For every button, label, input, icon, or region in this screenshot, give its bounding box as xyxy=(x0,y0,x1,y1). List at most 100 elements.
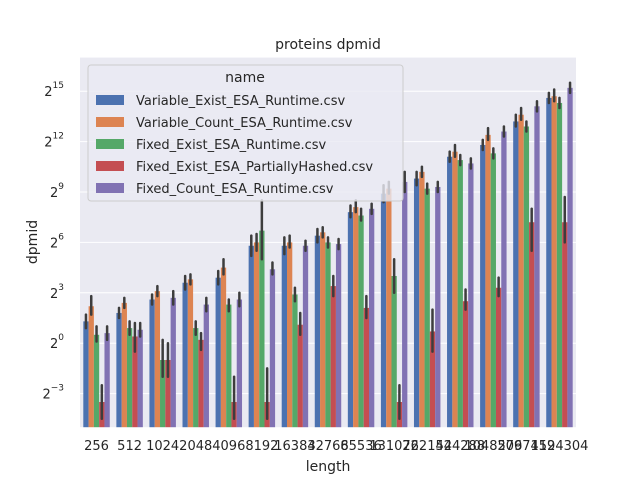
x-tick-label: 512 xyxy=(117,439,142,454)
x-tick-label: 131072 xyxy=(369,439,419,454)
y-tick-exponent: 15 xyxy=(53,81,64,91)
y-tick-base: 2 xyxy=(50,186,58,201)
y-tick-label: 23 xyxy=(50,283,64,302)
bar xyxy=(556,102,563,428)
bar xyxy=(369,208,375,428)
bar xyxy=(121,302,127,428)
bar xyxy=(435,186,441,428)
y-tick-base: 2 xyxy=(50,287,58,302)
bar xyxy=(490,153,496,428)
bar xyxy=(170,297,176,428)
x-tick-label: 65536 xyxy=(340,439,381,454)
x-tick-label: 4194304 xyxy=(531,439,589,454)
y-tick-base: 2 xyxy=(42,388,50,403)
y-tick-exponent: 0 xyxy=(58,333,64,343)
legend-swatch xyxy=(96,95,124,105)
bar xyxy=(182,282,188,428)
bar xyxy=(358,215,364,428)
y-tick-exponent: 3 xyxy=(58,283,64,293)
y-tick-label: 2−3 xyxy=(42,384,64,403)
bar xyxy=(132,336,138,428)
bar xyxy=(292,294,298,428)
error-bars xyxy=(84,81,572,421)
y-tick-label: 212 xyxy=(44,132,64,151)
legend: name Variable_Exist_ESA_Runtime.csvVaria… xyxy=(87,64,404,202)
bar xyxy=(93,334,100,428)
bar xyxy=(501,131,507,428)
y-tick-label: 29 xyxy=(50,182,64,201)
y-axis-label: dpmid xyxy=(25,220,41,264)
bar xyxy=(391,276,397,428)
y-tick-base: 2 xyxy=(44,136,52,151)
x-tick-label: 1048576 xyxy=(464,439,522,454)
bar xyxy=(83,321,89,428)
bar xyxy=(529,222,535,428)
x-tick-label: 1024 xyxy=(146,439,179,454)
y-tick-exponent: 9 xyxy=(58,182,64,192)
x-tick-label: 8192 xyxy=(245,439,278,454)
y-tick-base: 2 xyxy=(50,337,58,352)
bar xyxy=(567,87,573,428)
bar xyxy=(286,242,293,428)
bar xyxy=(104,333,110,428)
bar xyxy=(154,291,161,428)
bar xyxy=(297,324,303,428)
legend-items: Variable_Exist_ESA_Runtime.csv Variable_C… xyxy=(96,94,373,197)
bar xyxy=(380,193,387,428)
y-tick-exponent: 12 xyxy=(53,132,64,142)
bar xyxy=(457,160,463,428)
bar xyxy=(335,244,342,428)
bar xyxy=(281,245,287,428)
bar xyxy=(523,126,530,428)
x-tick-label: 32768 xyxy=(307,439,348,454)
bar xyxy=(363,307,370,428)
bar xyxy=(187,279,194,428)
legend-title: name xyxy=(225,70,265,86)
bar xyxy=(424,188,430,428)
legend-swatch xyxy=(96,161,124,171)
bar xyxy=(88,306,94,428)
bar xyxy=(160,360,166,428)
bar xyxy=(165,360,171,428)
legend-label: Fixed_Exist_ESA_PartiallyHashed.csv xyxy=(136,160,373,175)
bar xyxy=(485,134,491,428)
legend-swatch xyxy=(96,117,124,127)
bar xyxy=(419,171,425,428)
bar xyxy=(402,181,408,428)
bar xyxy=(330,286,336,428)
bar xyxy=(386,188,392,428)
x-tick-label: 16384 xyxy=(274,439,315,454)
bar xyxy=(203,304,209,428)
y-tick-base: 2 xyxy=(44,85,52,100)
bar xyxy=(518,114,524,428)
y-tick-exponent: 6 xyxy=(58,232,64,242)
bar xyxy=(429,331,436,428)
x-tick-label: 2097152 xyxy=(497,439,555,454)
bar xyxy=(226,304,232,428)
bar xyxy=(259,230,265,428)
y-tick-label: 26 xyxy=(50,232,64,251)
bar xyxy=(314,235,321,428)
x-tick-labels: 256 512 1024 2048 4096 8192163843276865536131… xyxy=(84,439,588,454)
bar xyxy=(193,328,199,428)
y-tick-exponent: −3 xyxy=(51,384,64,394)
x-tick-label: 256 xyxy=(84,439,109,454)
x-tick-label: 4096 xyxy=(212,439,245,454)
y-tick-label: 20 xyxy=(50,333,64,352)
y-tick-base: 2 xyxy=(50,236,58,251)
bar xyxy=(198,339,204,428)
bar xyxy=(562,222,568,428)
x-tick-label: 262144 xyxy=(402,439,452,454)
bar xyxy=(320,232,326,428)
bar xyxy=(468,163,474,428)
bar xyxy=(269,269,276,428)
bar xyxy=(253,242,260,428)
bar xyxy=(137,329,143,428)
bar xyxy=(534,106,540,428)
chart-title: proteins dpmid xyxy=(275,37,381,53)
bar xyxy=(116,312,122,428)
x-tick-label: 524288 xyxy=(435,439,485,454)
bar xyxy=(220,267,227,428)
